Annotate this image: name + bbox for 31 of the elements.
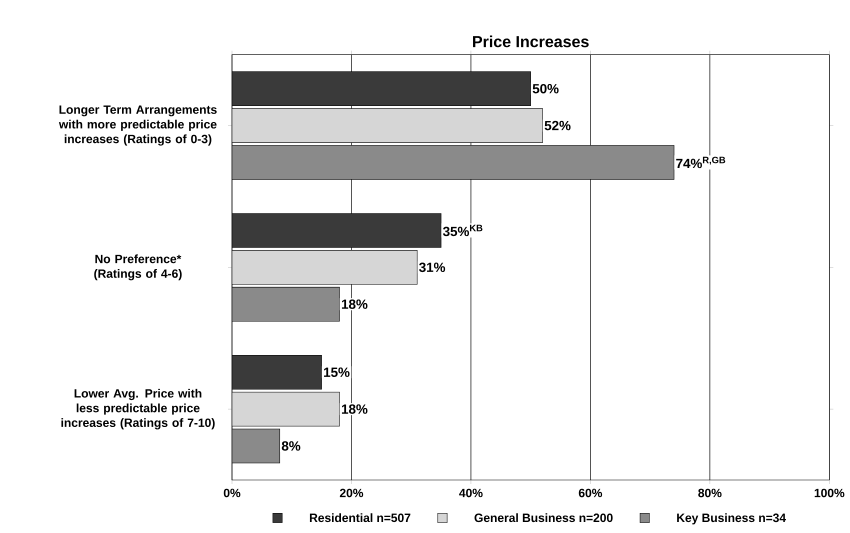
legend-label: General Business n=200 [474,513,613,522]
y-tick-label: No Preference* (Ratings of 4-6) [94,254,182,280]
data-label: 18% [342,404,368,414]
bar [232,145,674,180]
legend-label: Key Business n=34 [677,513,786,524]
bar [232,392,340,426]
x-tick-label: 20% [340,488,364,498]
x-tick-label: 40% [459,488,483,498]
data-label: 35%$^{KB}$ [442,224,482,236]
data-label: 18% [342,299,368,309]
x-tick-label: 60% [578,488,602,498]
x-tick-label: 80% [698,488,722,498]
bar [232,286,340,322]
data-label: 74%$^{R,GB}$ [676,156,726,168]
y-tick-label: Longer Term Arrangements with more predictable price increases (Ratings of 0-3) [58,105,217,146]
bar [232,250,418,285]
bar [232,108,543,143]
bar [232,71,531,106]
bar [232,213,442,248]
data-label: 31% [419,262,446,272]
data-label: 50% [532,84,559,94]
data-label: 52% [544,120,571,130]
chart-title: Price Increases [473,36,589,48]
y-tick-label: Lower Avg. Price with less predictable price increases (Ratings of 7-10) [61,388,215,430]
bar [232,428,280,464]
bar [232,354,322,390]
data-label: 15% [324,368,350,377]
x-tick-label: 100% [814,488,844,498]
legend-label: Residential n=507 [310,513,410,522]
data-label: 8% [282,441,300,451]
x-tick-label: 0% [224,488,240,498]
